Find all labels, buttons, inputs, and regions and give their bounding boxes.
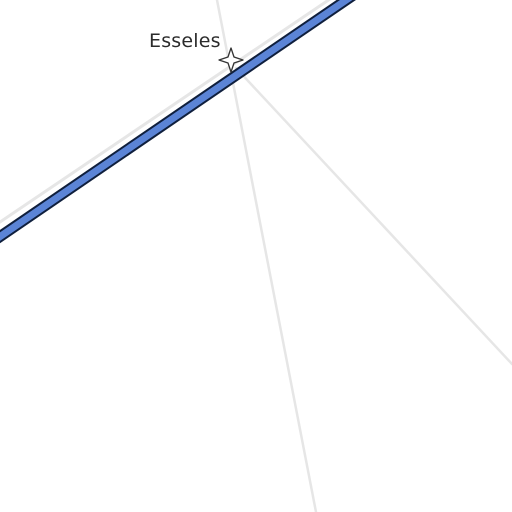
- primary-road: [0, 0, 353, 241]
- four-point-star-icon[interactable]: [218, 47, 244, 73]
- minor-road-parallel: [0, 0, 332, 224]
- minor-road-south: [215, 0, 318, 512]
- minor-road-southeast: [234, 66, 512, 366]
- place-label[interactable]: Esseles: [149, 30, 221, 52]
